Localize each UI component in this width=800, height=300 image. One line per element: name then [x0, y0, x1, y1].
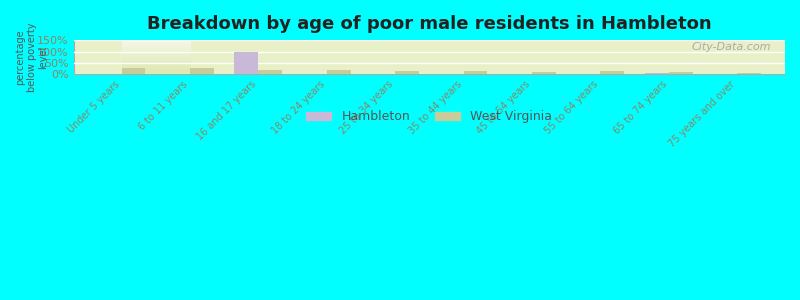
Bar — [190, 68, 214, 74]
Bar — [737, 73, 761, 74]
Bar — [463, 71, 487, 74]
Bar — [234, 52, 258, 74]
Bar — [669, 72, 693, 74]
Bar — [395, 71, 419, 74]
Bar — [326, 70, 350, 74]
Bar — [600, 71, 624, 74]
Bar — [258, 70, 282, 74]
Legend: Hambleton, West Virginia: Hambleton, West Virginia — [302, 105, 557, 128]
Y-axis label: percentage
below poverty
level: percentage below poverty level — [15, 22, 48, 92]
Bar — [532, 72, 556, 74]
Text: City-Data.com: City-Data.com — [691, 42, 770, 52]
Bar — [645, 73, 669, 74]
Bar — [122, 68, 146, 74]
Title: Breakdown by age of poor male residents in Hambleton: Breakdown by age of poor male residents … — [147, 15, 712, 33]
